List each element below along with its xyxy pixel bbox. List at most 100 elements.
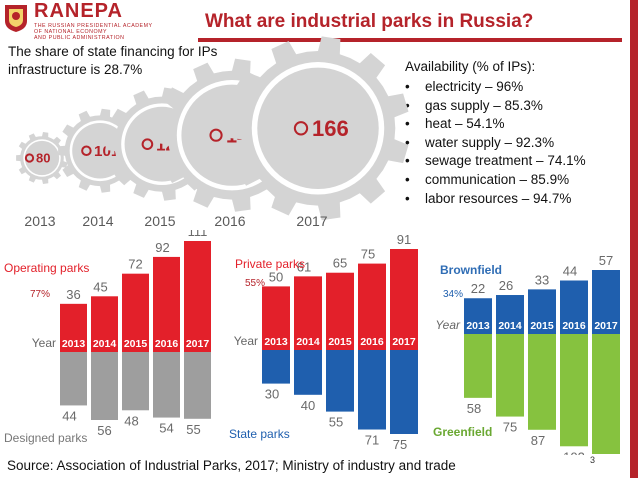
year-band (528, 316, 556, 334)
data-label: 75 (503, 420, 517, 435)
axis-label: Year (234, 334, 258, 348)
gear-bullet-icon (81, 145, 92, 157)
year-band (592, 316, 620, 334)
year-tick-label: 2017 (392, 336, 416, 348)
availability-item: water supply – 92.3% (405, 134, 586, 153)
year-tick-label: 2016 (360, 336, 384, 348)
brownfield-greenfield-chart: 2013225820142675201533872016441022017571… (433, 253, 620, 455)
year-band (122, 334, 149, 352)
year-tick-label: 2015 (530, 320, 554, 332)
bar-private-parks (390, 249, 418, 332)
gear-year-label: 2014 (82, 213, 113, 229)
data-label: 58 (467, 401, 481, 416)
data-label: 75 (393, 437, 407, 452)
year-band (184, 334, 211, 352)
year-tick-label: 2017 (186, 338, 210, 350)
data-label: 48 (124, 413, 138, 428)
bar-operating-parks (184, 241, 211, 334)
gear-2017: 166 (226, 36, 409, 221)
bar-designed-parks (122, 352, 149, 411)
bar-greenfield (464, 334, 492, 398)
bar-designed-parks (153, 352, 180, 418)
year-band (326, 332, 354, 350)
private-state-chart: 2013 50 30 2014 61 40 2015 65 55 2016 75 71 2017 91 75… (229, 232, 418, 452)
bar-brownfield (496, 295, 524, 316)
availability-list: electricity – 96% gas supply – 85.3% hea… (405, 78, 586, 208)
gear-bullet-icon (24, 153, 35, 163)
bar-brownfield (592, 270, 620, 316)
bar-private-parks (358, 263, 386, 332)
bar-designed-parks (184, 352, 211, 419)
operating-designed-chart: 2013 36 44 2014 45 56 2015 72 48 2016 92 54 2017 111 5… (4, 230, 211, 445)
data-label: 55 (186, 422, 200, 437)
bar-greenfield (592, 334, 620, 454)
data-label: 102 (563, 449, 585, 455)
legend-label: Operating parks (4, 261, 89, 275)
data-label: 56 (97, 423, 111, 438)
data-label: 55 (329, 415, 343, 430)
data-label: 54 (159, 421, 173, 436)
data-label: 30 (265, 387, 279, 402)
bar-greenfield (560, 334, 588, 447)
legend-label: Greenfield (433, 425, 492, 439)
gear-2013: 80 (16, 132, 68, 184)
gear-year-label: 2013 (24, 213, 55, 229)
data-label: 87 (531, 433, 545, 448)
page-title: What are industrial parks in Russia? (205, 11, 534, 32)
org-subtitle-line-3: AND PUBLIC ADMINISTRATION (34, 35, 125, 41)
data-label: 111 (188, 230, 208, 239)
data-label: 57 (599, 253, 613, 268)
bar-state-parks (326, 350, 354, 412)
title-underline (198, 38, 622, 42)
data-label: 36 (66, 287, 80, 302)
year-tick-label: 2015 (328, 336, 352, 348)
year-tick-label: 2017 (594, 320, 618, 332)
share-label: 34% (443, 289, 463, 300)
data-label: 44 (563, 263, 577, 278)
data-label: 33 (535, 272, 549, 287)
bar-designed-parks (60, 352, 87, 406)
year-band (153, 334, 180, 352)
legend-label: Brownfield (440, 263, 502, 277)
bar-designed-parks (91, 352, 118, 420)
org-subtitle-line-2: OF NATIONAL ECONOMY (34, 29, 108, 35)
bar-state-parks (358, 350, 386, 430)
bar-brownfield (464, 298, 492, 316)
legend-label: Private parks (235, 257, 305, 271)
year-tick-label: 2014 (93, 338, 117, 350)
data-label: 72 (128, 257, 142, 272)
bar-brownfield (560, 280, 588, 316)
gear-year-label: 2015 (144, 213, 175, 229)
availability-item: communication – 85.9% (405, 171, 586, 190)
bar-brownfield (528, 289, 556, 316)
bar-private-parks (326, 272, 354, 332)
availability-item: electricity – 96% (405, 78, 586, 97)
year-tick-label: 2014 (296, 336, 320, 348)
share-label: 77% (30, 289, 50, 300)
data-label: 40 (301, 398, 315, 413)
year-band (60, 334, 87, 352)
data-label: 26 (499, 278, 513, 293)
gear-hub (72, 122, 128, 179)
year-tick-label: 2013 (264, 336, 288, 348)
bar-operating-parks (122, 273, 149, 334)
bar-operating-parks (60, 303, 87, 334)
share-label: 55% (245, 278, 265, 289)
page-number: 3 (590, 455, 596, 465)
bar-greenfield (528, 334, 556, 430)
year-tick-label: 2013 (466, 320, 490, 332)
year-band (358, 332, 386, 350)
bar-state-parks (294, 350, 322, 395)
axis-label: Year (435, 318, 461, 332)
org-name: RANEPA (34, 0, 123, 22)
source-note: Source: Association of Industrial Parks,… (7, 458, 456, 473)
data-label: 22 (471, 281, 485, 296)
gear-bullet-icon (209, 128, 223, 142)
year-band (496, 316, 524, 334)
data-label: 71 (365, 433, 379, 448)
data-label: 75 (361, 247, 375, 262)
gears-chart: 8020131012014120201514620161662017 (16, 36, 409, 229)
gear-hub (257, 67, 379, 190)
bar-operating-parks (91, 296, 118, 334)
